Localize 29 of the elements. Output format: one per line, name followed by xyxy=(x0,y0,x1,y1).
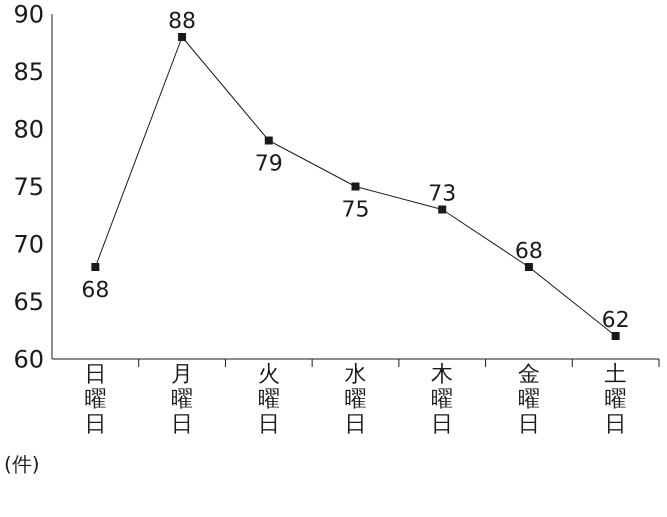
x-tick-label: 金曜日 xyxy=(518,362,540,437)
y-tick-label: 90 xyxy=(13,0,44,29)
data-label: 68 xyxy=(81,278,110,303)
y-tick-label: 80 xyxy=(13,116,44,144)
x-tick-label: 水曜日 xyxy=(344,362,366,437)
data-label: 62 xyxy=(602,308,630,333)
y-axis-title: (件) xyxy=(4,451,40,478)
x-tick-label: 月曜日 xyxy=(171,362,194,437)
data-label: 79 xyxy=(254,152,283,176)
point xyxy=(524,263,533,271)
x-tick-label: 木曜日 xyxy=(431,362,454,437)
y-tick-label: 60 xyxy=(13,346,44,374)
y-tick-label: 70 xyxy=(13,230,44,259)
y-tick-label: 65 xyxy=(13,288,44,316)
data-label: 88 xyxy=(168,9,196,34)
data-label: 75 xyxy=(342,198,370,222)
point xyxy=(178,33,186,41)
x-tick-label: 日曜日 xyxy=(84,362,106,437)
point xyxy=(352,182,360,190)
x-tick-label: 火曜日 xyxy=(258,362,280,437)
point xyxy=(612,332,620,340)
data-label: 68 xyxy=(514,239,543,264)
y-tick-label: 85 xyxy=(13,58,44,86)
x-tick-label: 土曜日 xyxy=(604,362,627,437)
data-label: 73 xyxy=(428,182,456,206)
y-tick-label: 75 xyxy=(13,173,44,202)
point xyxy=(438,206,446,214)
point xyxy=(264,136,273,144)
point xyxy=(91,263,100,271)
